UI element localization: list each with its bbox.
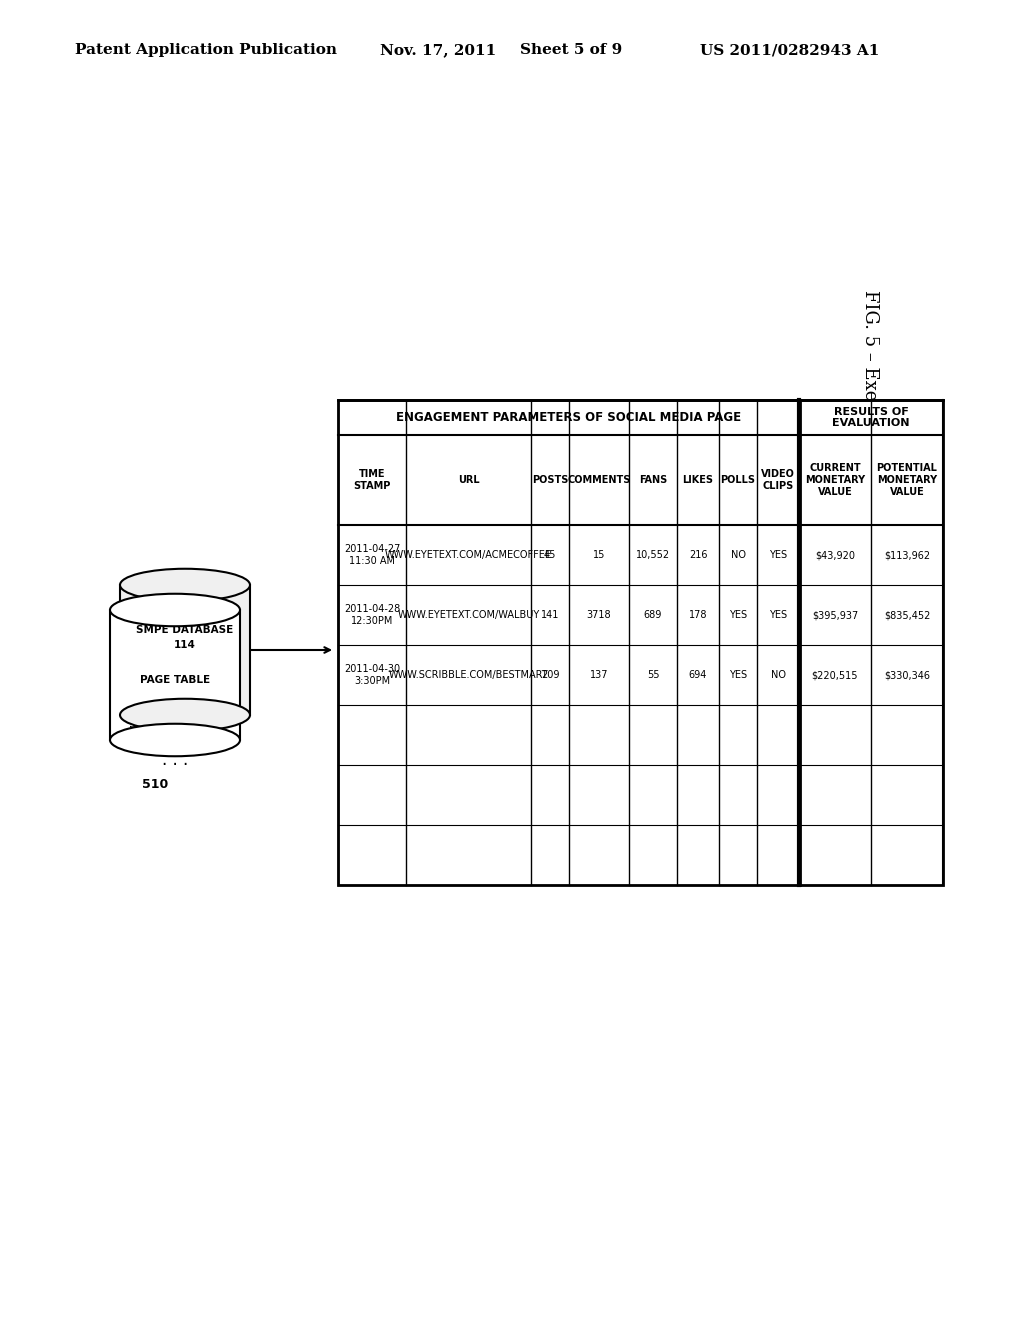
Text: COMMENTS: COMMENTS [567,475,631,484]
Text: LIKES: LIKES [683,475,714,484]
Text: WWW.SCRIBBLE.COM/BESTMART: WWW.SCRIBBLE.COM/BESTMART [389,671,548,680]
Text: 178: 178 [689,610,708,620]
Text: WWW.EYETEXT.COM/WALBUY: WWW.EYETEXT.COM/WALBUY [397,610,540,620]
Text: Patent Application Publication: Patent Application Publication [75,44,337,57]
Text: SMPE DATABASE: SMPE DATABASE [136,624,233,635]
Text: ENGAGEMENT PARAMETERS OF SOCIAL MEDIA PAGE: ENGAGEMENT PARAMETERS OF SOCIAL MEDIA PA… [396,411,741,424]
Text: Sheet 5 of 9: Sheet 5 of 9 [520,44,623,57]
Text: NO: NO [730,550,745,560]
Text: 2011-04-28
12:30PM: 2011-04-28 12:30PM [344,605,400,626]
Ellipse shape [110,723,240,756]
Text: Nov. 17, 2011: Nov. 17, 2011 [380,44,497,57]
Text: POTENTIAL
MONETARY
VALUE: POTENTIAL MONETARY VALUE [877,463,937,496]
Text: 114: 114 [174,640,196,649]
Text: TIME
STAMP: TIME STAMP [353,469,391,491]
Text: YES: YES [769,550,787,560]
Text: 2011-04-27
11:30 AM: 2011-04-27 11:30 AM [344,544,400,566]
Bar [338,400,943,884]
Text: 216: 216 [689,550,708,560]
Text: 209: 209 [541,671,559,680]
Ellipse shape [120,698,250,731]
Text: . . .: . . . [162,751,188,770]
Text: FIG. 5 – Exemplary SMPE Database Comprising a Page Table: FIG. 5 – Exemplary SMPE Database Compris… [861,290,879,850]
Text: POSTS: POSTS [531,475,568,484]
Text: FANS: FANS [639,475,667,484]
Text: RESULTS OF
EVALUATION: RESULTS OF EVALUATION [833,407,909,428]
Bar [120,585,250,715]
Text: 510: 510 [142,779,168,792]
Text: $220,515: $220,515 [812,671,858,680]
Text: $835,452: $835,452 [884,610,930,620]
Text: YES: YES [729,671,748,680]
Text: POLLS: POLLS [721,475,756,484]
Text: 694: 694 [689,671,708,680]
Text: NO: NO [770,671,785,680]
Bar [110,610,240,741]
Text: YES: YES [769,610,787,620]
Text: 45: 45 [544,550,556,560]
Text: CURRENT
MONETARY
VALUE: CURRENT MONETARY VALUE [805,463,865,496]
Text: $395,937: $395,937 [812,610,858,620]
Text: VIDEO
CLIPS: VIDEO CLIPS [761,469,795,491]
Ellipse shape [120,569,250,601]
Text: $330,346: $330,346 [884,671,930,680]
Text: $43,920: $43,920 [815,550,855,560]
Text: 3718: 3718 [587,610,611,620]
Text: 141: 141 [541,610,559,620]
Text: PAGE TABLE: PAGE TABLE [140,675,210,685]
Text: 500: 500 [129,718,155,730]
Text: URL: URL [458,475,479,484]
Text: 10,552: 10,552 [636,550,670,560]
Text: US 2011/0282943 A1: US 2011/0282943 A1 [700,44,880,57]
Text: 2011-04-30
3:30PM: 2011-04-30 3:30PM [344,664,400,686]
Text: 55: 55 [647,671,659,680]
Ellipse shape [110,594,240,626]
Text: YES: YES [729,610,748,620]
Text: $113,962: $113,962 [884,550,930,560]
Text: 15: 15 [593,550,605,560]
Text: 689: 689 [644,610,663,620]
Text: WWW.EYETEXT.COM/ACMECOFFEE: WWW.EYETEXT.COM/ACMECOFFEE [385,550,552,560]
Text: 137: 137 [590,671,608,680]
